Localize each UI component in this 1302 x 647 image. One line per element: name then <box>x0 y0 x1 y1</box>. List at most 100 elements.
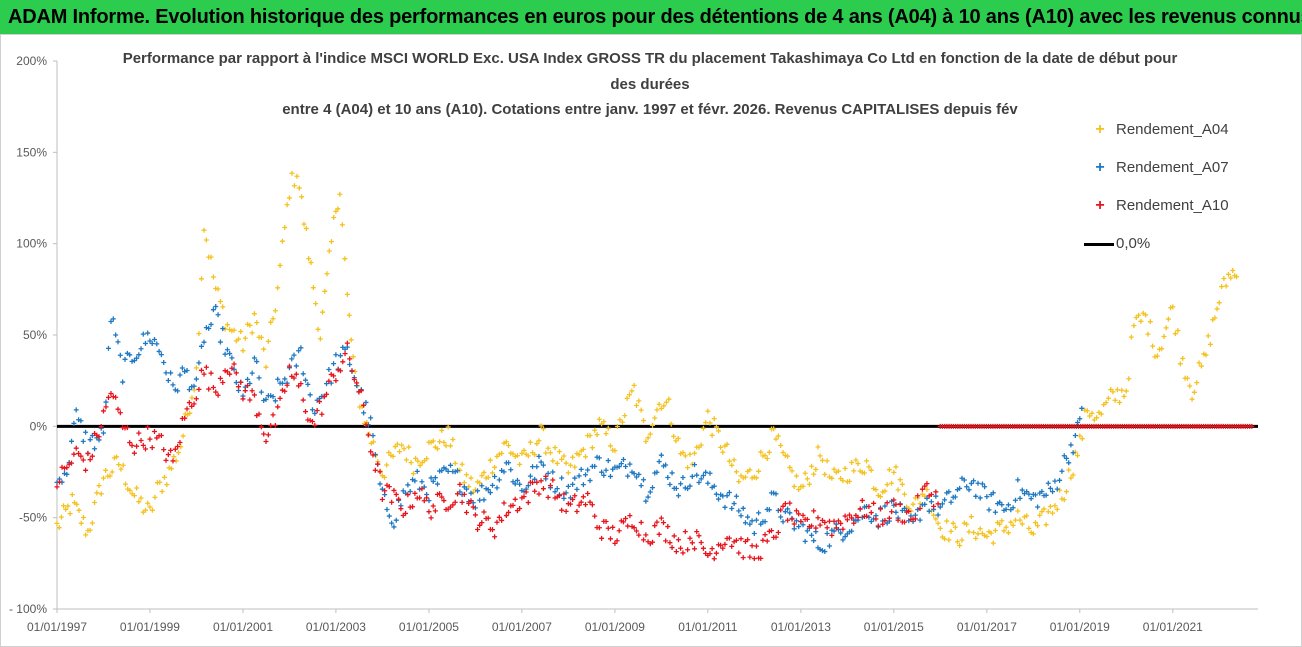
data-point <box>430 503 436 509</box>
data-point <box>603 519 609 525</box>
data-point <box>496 451 502 457</box>
data-point <box>753 517 759 523</box>
data-point <box>567 462 573 468</box>
data-point <box>749 543 755 549</box>
data-point <box>530 480 536 486</box>
data-point <box>826 543 832 549</box>
data-point <box>563 460 569 466</box>
data-point <box>417 495 423 501</box>
data-point <box>270 394 276 400</box>
data-point <box>840 537 846 543</box>
data-point <box>434 446 440 452</box>
data-point <box>561 491 567 497</box>
data-point <box>931 503 937 509</box>
plus-marker-icon: + <box>1095 121 1105 138</box>
data-point <box>538 478 544 484</box>
data-point <box>382 488 388 494</box>
data-point <box>412 490 418 496</box>
data-point <box>324 391 330 397</box>
data-point <box>1225 271 1231 277</box>
data-point <box>729 543 735 549</box>
data-point <box>840 478 846 484</box>
data-point <box>1012 497 1018 503</box>
data-point <box>895 517 901 523</box>
data-point <box>187 410 193 416</box>
data-point <box>889 480 895 486</box>
data-point <box>477 480 483 486</box>
data-point <box>1054 506 1060 512</box>
data-point <box>532 452 538 458</box>
data-point <box>314 407 320 413</box>
data-point <box>80 457 86 463</box>
data-point <box>878 494 884 500</box>
data-point <box>198 367 204 373</box>
data-point <box>437 491 443 497</box>
data-point <box>519 450 525 456</box>
data-point <box>57 479 63 485</box>
data-point <box>419 479 425 485</box>
data-point <box>895 487 901 493</box>
data-point <box>610 524 616 530</box>
data-point <box>170 382 176 388</box>
data-point <box>713 550 719 556</box>
data-point <box>284 382 290 388</box>
data-point <box>193 396 199 402</box>
data-point <box>973 535 979 541</box>
data-point <box>354 380 360 386</box>
data-point <box>619 419 625 425</box>
data-point <box>168 466 174 472</box>
data-point <box>69 438 75 444</box>
data-point <box>897 501 903 507</box>
chart-legend: + Rendement_A04 + Rendement_A07 + Rendem… <box>1072 112 1297 262</box>
data-point <box>871 500 877 506</box>
data-point <box>817 453 823 459</box>
data-point <box>780 450 786 456</box>
data-point <box>103 467 109 473</box>
data-point <box>175 388 181 394</box>
data-point <box>129 358 135 364</box>
data-point <box>1136 312 1142 318</box>
data-point <box>215 286 221 292</box>
data-point <box>587 478 593 484</box>
data-point <box>136 352 142 358</box>
data-point <box>791 526 797 532</box>
data-point <box>227 371 233 377</box>
data-point <box>696 533 702 539</box>
data-point <box>762 453 768 459</box>
data-point <box>1054 486 1060 492</box>
data-point <box>680 450 686 456</box>
data-point <box>108 391 114 397</box>
data-point <box>703 469 709 475</box>
data-point <box>1026 491 1032 497</box>
data-point <box>349 368 355 374</box>
data-point <box>1001 528 1007 534</box>
data-point <box>73 445 79 451</box>
data-point <box>510 502 516 508</box>
data-point <box>231 361 237 367</box>
data-point <box>782 509 788 515</box>
data-point <box>166 465 172 471</box>
data-point <box>793 508 799 514</box>
data-point <box>915 493 921 499</box>
data-point <box>236 384 242 390</box>
data-point <box>240 396 246 402</box>
data-point <box>1068 475 1074 481</box>
data-point <box>1205 333 1211 339</box>
data-point <box>713 424 719 430</box>
data-point <box>835 468 841 474</box>
data-point <box>149 340 155 346</box>
data-point <box>1161 334 1167 340</box>
data-point <box>559 475 565 481</box>
data-point <box>536 491 542 497</box>
data-point <box>997 521 1003 527</box>
data-point <box>809 532 815 538</box>
x-tick-label: 01/01/2011 <box>678 620 737 634</box>
data-point <box>461 491 467 497</box>
data-point <box>1061 497 1067 503</box>
data-point <box>517 461 523 467</box>
data-point <box>147 504 153 510</box>
data-point <box>370 439 376 445</box>
x-tick-label: 01/01/2001 <box>213 620 273 634</box>
data-point <box>1103 400 1109 406</box>
data-point <box>946 537 952 543</box>
